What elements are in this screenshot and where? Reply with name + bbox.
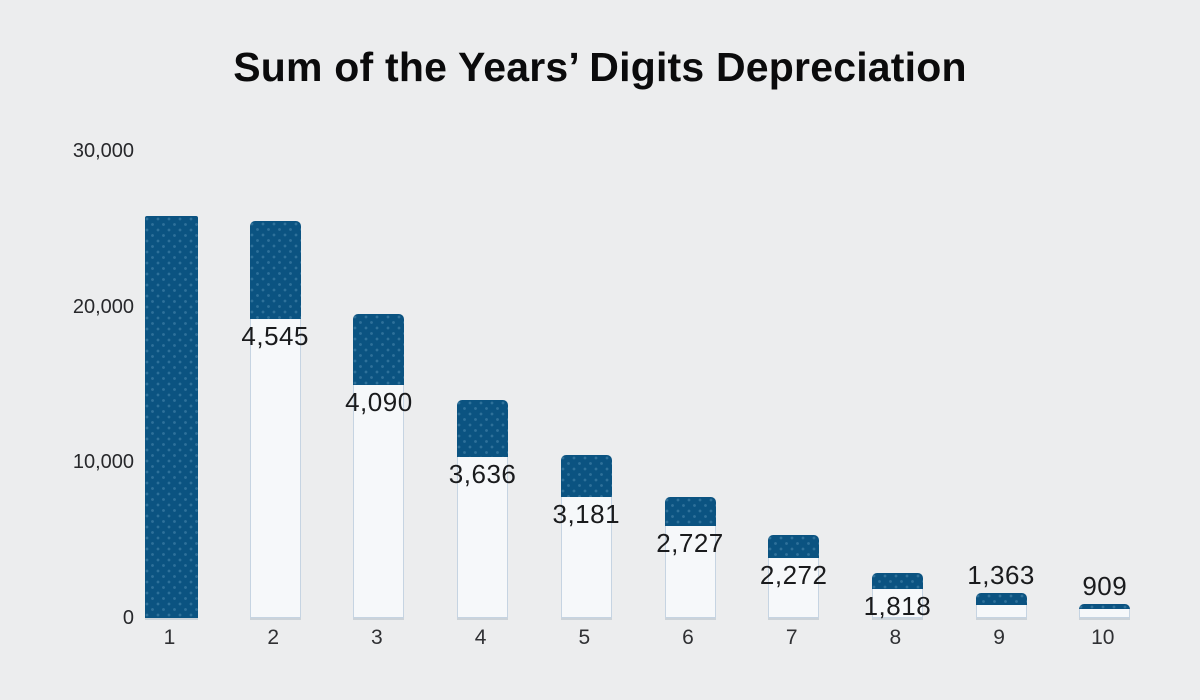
bar-depreciation-segment: [353, 313, 405, 386]
bar-remaining-segment: [871, 588, 923, 619]
y-tick-label: 30,000: [72, 140, 134, 163]
x-tick-label: 6: [682, 626, 694, 649]
chart-title: Sum of the Years’ Digits Depreciation: [233, 44, 967, 90]
x-tick-label: 2: [267, 626, 280, 649]
bar-value-label: 4,090: [345, 387, 413, 418]
bar-value-label: 2,727: [656, 527, 724, 558]
y-tick-label: 0: [122, 606, 134, 629]
x-tick-label: 3: [371, 626, 383, 649]
bar-value-label: 4,545: [241, 320, 309, 351]
bar-remaining-segment: [768, 557, 820, 619]
bar-value-label: 909: [1082, 570, 1128, 601]
bar-depreciation-segment: [1079, 603, 1131, 610]
bar-remaining-segment: [1079, 609, 1131, 619]
x-tick-label: 9: [993, 626, 1005, 649]
bar-value-label: 1,363: [967, 559, 1035, 590]
x-tick-label: 10: [1091, 626, 1115, 649]
x-tick-label: 8: [889, 626, 902, 649]
bar-depreciation-segment: [768, 535, 820, 558]
bar-remaining-segment: [249, 318, 301, 619]
bar-remaining-segment: [664, 525, 716, 619]
y-tick-label: 20,000: [72, 295, 134, 318]
bar-value-label: 1,818: [863, 590, 932, 621]
bar-depreciation-segment: [871, 572, 923, 589]
bar-depreciation-segment: [249, 220, 301, 319]
x-tick-label: 1: [163, 626, 176, 649]
bar-value-label: 3,181: [552, 498, 621, 529]
x-tick-label: 7: [785, 626, 798, 649]
bar-depreciation-segment: [145, 216, 198, 619]
bar-remaining-segment: [353, 385, 405, 619]
bar-depreciation-segment: [457, 399, 509, 457]
bar-value-label: 2,272: [759, 559, 828, 590]
bar-depreciation-segment: [664, 496, 716, 526]
x-tick-label: 5: [578, 626, 591, 649]
bar-remaining-segment: [975, 604, 1027, 619]
bar-remaining-segment: [457, 456, 509, 619]
y-tick-label: 10,000: [72, 451, 134, 474]
bar-depreciation-segment: [975, 592, 1027, 605]
bar-value-label: 3,636: [448, 458, 517, 489]
bar-remaining-segment: [560, 496, 612, 619]
x-tick-label: 4: [474, 626, 487, 649]
bar-depreciation-segment: [560, 454, 612, 497]
